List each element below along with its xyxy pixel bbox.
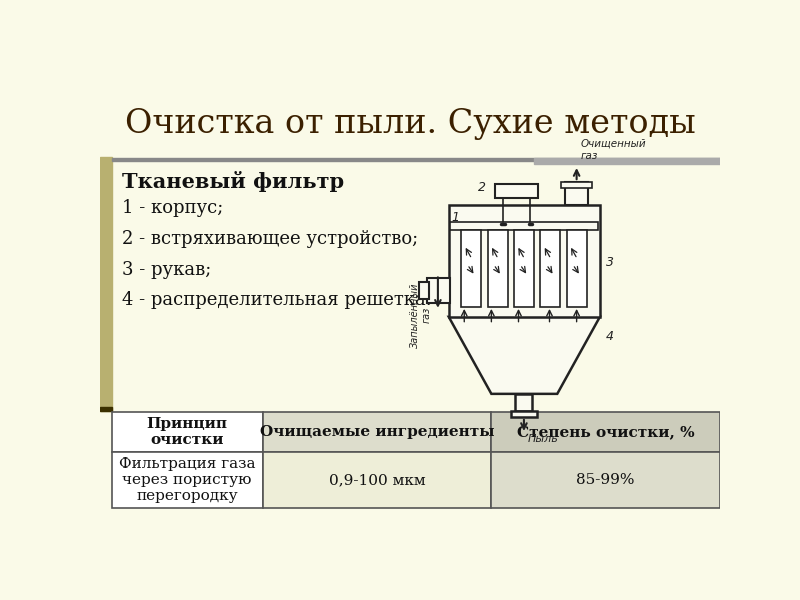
Text: 1 - корпус;: 1 - корпус;: [122, 199, 223, 217]
Bar: [461, 230, 482, 307]
Bar: [262, 412, 491, 452]
Bar: [495, 184, 538, 197]
Bar: [514, 230, 534, 307]
Text: Степень очистки, %: Степень очистки, %: [517, 425, 694, 439]
Bar: [112, 158, 720, 161]
Text: Тканевый фильтр: Тканевый фильтр: [122, 170, 344, 191]
Bar: [112, 452, 262, 508]
Text: 3 - рукав;: 3 - рукав;: [122, 260, 211, 278]
Text: 4 - распределительная решетка.: 4 - распределительная решетка.: [122, 292, 431, 310]
Bar: [427, 278, 450, 303]
Text: Очистка от пыли. Сухие методы: Очистка от пыли. Сухие методы: [125, 109, 695, 140]
Bar: [450, 222, 598, 230]
Bar: [491, 452, 720, 508]
Bar: [510, 411, 537, 417]
Bar: [534, 158, 720, 164]
Text: 85-99%: 85-99%: [577, 473, 635, 487]
Bar: [449, 205, 600, 317]
Text: Запылённый
газ: Запылённый газ: [410, 282, 432, 348]
Text: 2: 2: [478, 181, 486, 194]
Bar: [100, 157, 112, 411]
Bar: [565, 182, 588, 205]
Text: Пыль: Пыль: [528, 434, 558, 444]
Bar: [100, 407, 112, 411]
Bar: [561, 182, 592, 187]
Text: Принцип
очистки: Принцип очистки: [146, 417, 228, 448]
Bar: [487, 230, 508, 307]
Text: 3: 3: [606, 256, 614, 269]
Text: Очищаемые ингредиенты: Очищаемые ингредиенты: [260, 425, 494, 439]
Text: 1: 1: [451, 211, 459, 224]
Text: 0,9-100 мкм: 0,9-100 мкм: [329, 473, 426, 487]
Bar: [566, 230, 586, 307]
Text: Фильтрация газа
через пористую
перегородку: Фильтрация газа через пористую перегород…: [119, 457, 255, 503]
Bar: [262, 452, 491, 508]
Text: 4: 4: [606, 329, 614, 343]
Polygon shape: [449, 317, 600, 394]
Bar: [515, 394, 533, 411]
Text: Очищенный
газ: Очищенный газ: [581, 139, 646, 161]
Bar: [491, 412, 720, 452]
Bar: [540, 230, 560, 307]
Bar: [112, 412, 262, 452]
Bar: [419, 282, 429, 299]
Text: 2 - встряхивающее устройство;: 2 - встряхивающее устройство;: [122, 230, 418, 248]
